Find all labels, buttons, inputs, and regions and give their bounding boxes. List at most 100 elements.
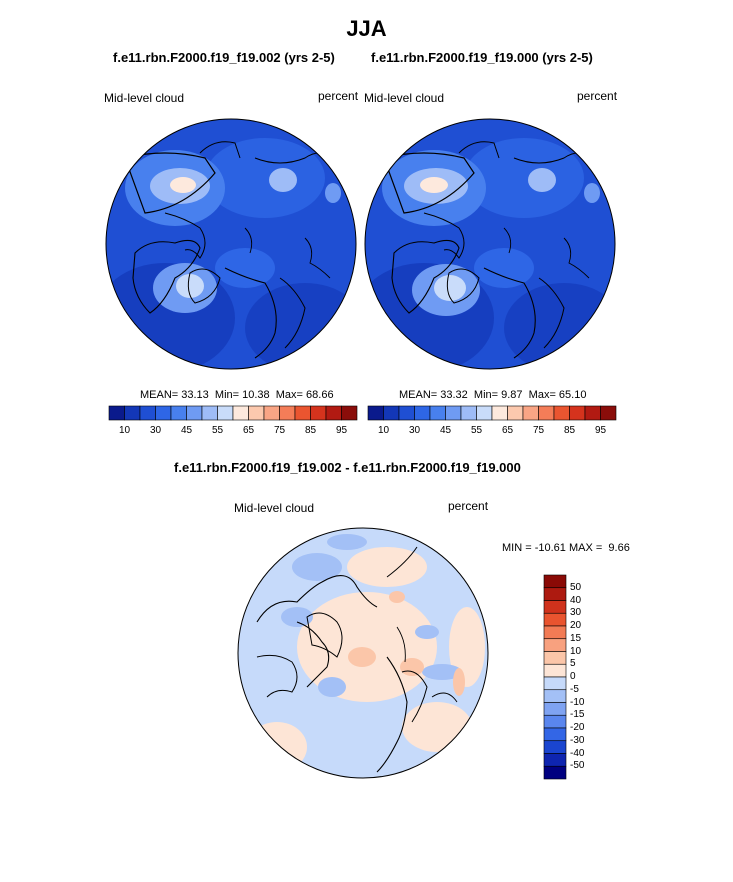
panel1-polar-map — [105, 118, 357, 370]
panel1-colorbar-tick-label: 65 — [242, 425, 255, 436]
figure-title: JJA — [346, 16, 387, 41]
panel2-colorbar-tick-label: 95 — [594, 425, 607, 436]
panel1-mean: 33.13 — [181, 389, 209, 401]
panel1-max: 68.66 — [306, 389, 334, 401]
panel1-title: f.e11.rbn.F2000.f19_f19.002 (yrs 2-5) — [113, 50, 335, 65]
diff-title: f.e11.rbn.F2000.f19_f19.002 - f.e11.rbn.… — [174, 460, 521, 475]
panel2-min: 9.87 — [501, 389, 523, 401]
panel1-colorbar-tick-label: 30 — [149, 425, 162, 436]
panel1-colorbar-swatch — [139, 405, 156, 421]
panel1-colorbar-swatch — [217, 405, 234, 421]
panel1-colorbar-swatch — [310, 405, 327, 421]
panel2-title: f.e11.rbn.F2000.f19_f19.000 (yrs 2-5) — [371, 50, 593, 65]
panel2-colorbar-tick-label: 55 — [470, 425, 483, 436]
panel2-colorbar-swatch — [445, 405, 462, 421]
panel3-stats: MIN = -10.61 MAX = 9.66 — [502, 542, 630, 554]
panel2-colorbar-swatch — [507, 405, 524, 421]
panel3-polar-map — [237, 527, 489, 779]
panel2-colorbar-swatch — [569, 405, 586, 421]
panel1-colorbar-tick-label: 75 — [273, 425, 286, 436]
panel3-colorbar-swatch — [543, 753, 567, 767]
panel3-variable-label: Mid-level cloud — [234, 501, 315, 515]
panel2-colorbar-swatch — [600, 405, 617, 421]
panel1-variable-label: Mid-level cloud — [104, 91, 185, 105]
panel3-colorbar-tick-label: 10 — [570, 645, 582, 657]
panel2-colorbar-tick-label: 45 — [439, 425, 452, 436]
panel1-colorbar-swatch — [294, 405, 311, 421]
panel2-colorbar-swatch — [476, 405, 493, 421]
panel3-colorbar-swatch — [543, 638, 567, 652]
panel3-colorbar-swatch — [543, 765, 567, 780]
panel1-colorbar-swatch — [248, 405, 265, 421]
panel1-colorbar-swatch — [124, 405, 141, 421]
panel3-colorbar-swatch — [543, 600, 567, 614]
panel2-colorbar-swatch — [460, 405, 477, 421]
panel1-colorbar — [108, 405, 358, 421]
panel3-colorbar-tick-label: 0 — [570, 671, 576, 682]
panel2-colorbar-swatch — [538, 405, 555, 421]
panel1-colorbar-swatch — [325, 405, 342, 421]
panel3-colorbar-tick-label: 50 — [570, 581, 582, 593]
panel1-colorbar-swatch — [170, 405, 187, 421]
panel3-colorbar-tick-label: 20 — [570, 620, 582, 631]
panel3-colorbar-tick-label: -5 — [570, 683, 579, 695]
panel3-colorbar-tick-label: -40 — [570, 747, 585, 759]
panel2-colorbar-swatch — [584, 405, 601, 421]
panel3-colorbar-tick-label: -10 — [570, 696, 585, 708]
panel2-colorbar-swatch — [367, 405, 384, 421]
panel1-stats: MEAN= 33.13 Min= 10.38 Max= 68.66 — [140, 389, 334, 401]
panel2-colorbar-swatch — [553, 405, 570, 421]
panel2-colorbar-swatch — [414, 405, 431, 421]
panel1-colorbar-swatch — [108, 405, 125, 421]
panel3-colorbar-swatch — [543, 689, 567, 703]
panel2-colorbar-swatch — [383, 405, 400, 421]
panel3-colorbar — [543, 574, 567, 780]
panel3-colorbar-swatch — [543, 727, 567, 742]
panel2-colorbar-swatch — [429, 405, 446, 421]
panel1-colorbar-tick-label: 45 — [180, 425, 193, 436]
panel2-colorbar-tick-label: 10 — [377, 425, 390, 436]
panel3-min: -10.61 — [534, 542, 566, 554]
panel3-colorbar-swatch — [543, 663, 567, 678]
panel1-colorbar-tick-label: 95 — [335, 425, 348, 436]
panel1-min: 10.38 — [242, 389, 270, 401]
panel2-colorbar-tick-label: 30 — [408, 425, 421, 436]
panel2-mean: 33.32 — [440, 389, 468, 401]
panel1-colorbar-swatch — [341, 405, 358, 421]
panel1-colorbar-swatch — [155, 405, 172, 421]
panel3-colorbar-swatch — [543, 740, 567, 754]
panel3-colorbar-swatch — [543, 676, 567, 691]
panel3-colorbar-tick-label: -20 — [570, 722, 585, 733]
panel2-stats: MEAN= 33.32 Min= 9.87 Max= 65.10 — [399, 389, 587, 401]
panel2-colorbar-swatch — [491, 405, 508, 421]
panel1-colorbar-tick-label: 55 — [211, 425, 224, 436]
panel3-colorbar-tick-label: 40 — [570, 594, 582, 606]
panel3-colorbar-swatch — [543, 574, 567, 589]
panel3-colorbar-tick-label: 5 — [570, 658, 576, 670]
panel3-colorbar-tick-label: 30 — [570, 607, 582, 619]
panel1-colorbar-swatch — [232, 405, 249, 421]
panel3-colorbar-tick-label: 15 — [570, 632, 582, 644]
panel2-colorbar — [367, 405, 617, 421]
panel3-colorbar-tick-label: -50 — [570, 760, 585, 772]
panel1-colorbar-tick-label: 85 — [304, 425, 317, 436]
panel2-colorbar-tick-label: 75 — [532, 425, 545, 436]
panel1-colorbar-swatch — [201, 405, 218, 421]
panel1-units-label: percent — [318, 89, 359, 103]
panel3-units-label: percent — [448, 499, 489, 513]
panel2-colorbar-tick-label: 65 — [501, 425, 514, 436]
panel1-colorbar-swatch — [279, 405, 296, 421]
panel1-colorbar-tick-label: 10 — [118, 425, 131, 436]
panel2-units-label: percent — [577, 89, 618, 103]
panel1-colorbar-swatch — [263, 405, 280, 421]
panel3-colorbar-swatch — [543, 702, 567, 716]
panel2-colorbar-swatch — [522, 405, 539, 421]
panel3-colorbar-swatch — [543, 612, 567, 627]
panel3-colorbar-swatch — [543, 651, 567, 665]
panel3-colorbar-swatch — [543, 714, 567, 729]
panel2-polar-map — [364, 118, 616, 370]
panel2-colorbar-swatch — [398, 405, 415, 421]
panel3-colorbar-swatch — [543, 587, 567, 601]
panel2-max: 65.10 — [558, 389, 587, 401]
panel3-colorbar-tick-label: -30 — [570, 734, 585, 746]
